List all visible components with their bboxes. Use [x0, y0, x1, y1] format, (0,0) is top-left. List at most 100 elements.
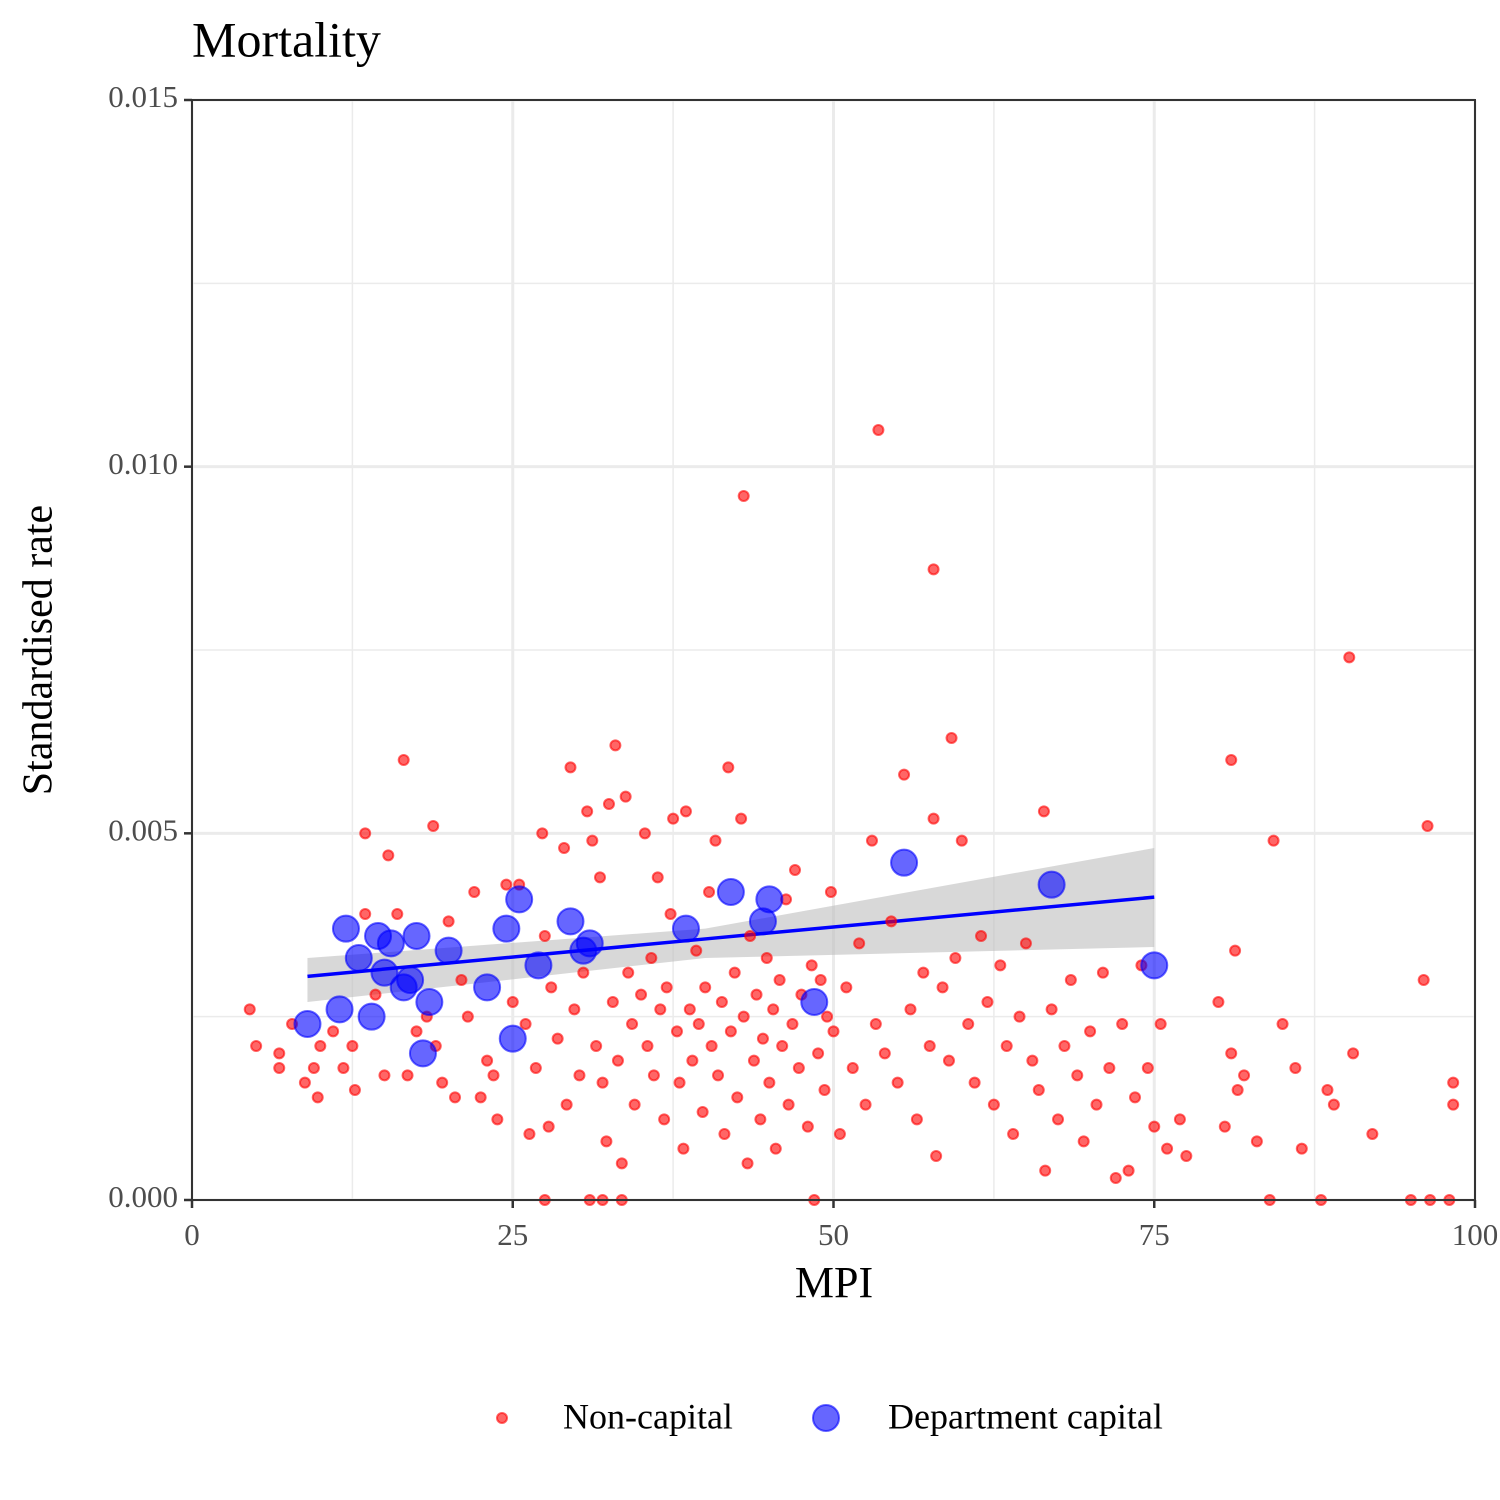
point [987, 1098, 1000, 1111]
point [917, 966, 930, 979]
point [311, 1091, 324, 1104]
point [1052, 1113, 1065, 1126]
point [776, 1040, 789, 1052]
point [737, 1010, 750, 1023]
point [505, 885, 534, 914]
point [1058, 1040, 1071, 1052]
point [506, 996, 519, 1008]
trend-line [307, 895, 1155, 979]
point [523, 1128, 536, 1140]
point [724, 1025, 737, 1038]
point [737, 490, 750, 502]
point [461, 1010, 474, 1023]
point [975, 930, 988, 942]
point [468, 886, 481, 898]
point [741, 1157, 754, 1170]
point [1343, 651, 1356, 664]
point [545, 981, 558, 994]
point [606, 996, 619, 1008]
point [846, 1062, 859, 1074]
point [968, 1076, 981, 1089]
axes: 0 25 50 75 100 0.000 0.005 0.010 0.015 [108, 79, 1498, 1252]
point [1447, 1076, 1460, 1089]
point [436, 1076, 449, 1089]
point [801, 1120, 814, 1133]
point [814, 974, 827, 986]
point [357, 1002, 386, 1031]
point [558, 842, 571, 854]
point [658, 1113, 671, 1126]
point [818, 1084, 831, 1096]
point [519, 1018, 532, 1030]
point [593, 871, 606, 884]
point [622, 966, 635, 979]
point [885, 915, 898, 928]
point [664, 908, 677, 920]
point [1180, 1150, 1193, 1162]
point [635, 988, 648, 1001]
point [703, 886, 716, 898]
point [812, 1047, 825, 1060]
point [756, 1032, 769, 1045]
point [651, 871, 664, 884]
point [683, 1003, 696, 1016]
point [370, 958, 399, 987]
point [1327, 1098, 1340, 1111]
point [744, 930, 757, 942]
point [670, 1025, 683, 1038]
point [712, 1069, 725, 1082]
point [427, 820, 440, 832]
point [654, 1003, 667, 1016]
point [773, 974, 786, 986]
point [442, 915, 455, 928]
point [936, 981, 949, 994]
point [378, 1069, 391, 1082]
point [673, 1076, 686, 1089]
point [481, 1054, 494, 1067]
point [821, 1010, 834, 1023]
point [789, 864, 802, 876]
point [1116, 1018, 1129, 1030]
point [679, 805, 692, 818]
point [696, 1106, 709, 1118]
chart-title: Mortality [192, 11, 381, 67]
point [474, 1091, 487, 1104]
point [1007, 1128, 1020, 1140]
point [1218, 1120, 1231, 1133]
point [415, 988, 444, 1016]
point [348, 1084, 361, 1096]
point [1231, 1084, 1244, 1096]
point [344, 944, 373, 972]
point [600, 1135, 613, 1148]
point [560, 1098, 573, 1111]
point [1154, 1018, 1167, 1030]
point [331, 914, 360, 943]
point [942, 1054, 955, 1067]
point [690, 944, 703, 957]
point [298, 1076, 311, 1089]
point [575, 929, 604, 958]
y-axis-label: Standardised rate [16, 505, 62, 795]
point [805, 959, 818, 972]
point [763, 1076, 776, 1089]
point [577, 966, 590, 979]
point [927, 563, 940, 576]
point [927, 812, 940, 825]
point [671, 914, 700, 943]
point [542, 1120, 555, 1133]
fit [307, 848, 1155, 1002]
y-tick-label: 0.015 [108, 79, 178, 114]
point [755, 885, 784, 914]
point [1229, 944, 1242, 957]
point [1103, 1062, 1116, 1074]
point [590, 1040, 603, 1052]
point [1071, 1069, 1084, 1082]
point [731, 1091, 744, 1104]
point [408, 1039, 437, 1068]
point [1250, 1135, 1263, 1148]
plot-border [191, 99, 1476, 1201]
confidence-band [307, 848, 1155, 1002]
point [660, 981, 673, 994]
point [1225, 1047, 1238, 1060]
